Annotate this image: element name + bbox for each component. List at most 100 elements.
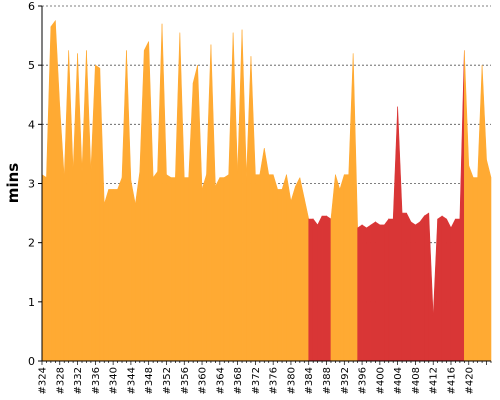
area-segment-396	[361, 224, 367, 362]
area-segment-361	[206, 44, 212, 362]
area-segment-394	[352, 53, 358, 362]
x-tick-label-420: #420	[464, 367, 475, 394]
area-segment-408	[415, 221, 421, 362]
x-tick-label-324: #324	[38, 367, 49, 394]
area-segment-388	[326, 215, 332, 362]
x-tick-label-340: #340	[109, 367, 120, 394]
area-segment-342	[121, 50, 127, 362]
area-segment-376	[272, 174, 278, 362]
y-tick-label-2: 2	[28, 237, 35, 250]
area-segment-415	[446, 218, 452, 362]
area-segment-332	[77, 53, 83, 362]
area-segment-413	[437, 215, 443, 362]
area-segment-363	[215, 177, 221, 362]
area-segment-350	[157, 23, 163, 362]
duration-area	[41, 19, 492, 362]
area-segment-326	[50, 19, 56, 362]
x-axis-ticks: #324 #328 #332 #336 #340 #344 #348 #352 #356 #360…	[38, 361, 492, 394]
x-tick-label-352: #352	[162, 367, 173, 394]
y-axis-label: mins	[4, 163, 22, 203]
area-segment-355	[179, 32, 185, 362]
area-segment-398	[370, 221, 376, 362]
area-segment-343	[126, 50, 132, 362]
area-segment-422	[477, 65, 483, 362]
area-segment-386	[317, 215, 323, 362]
area-segment-421	[472, 177, 478, 362]
x-tick-label-372: #372	[251, 367, 262, 394]
area-segment-387	[321, 215, 327, 362]
y-axis-ticks: 0 1 2 3 4 5 6	[28, 0, 42, 368]
area-segment-351	[161, 23, 167, 362]
area-segment-372	[255, 174, 261, 362]
area-segment-358	[192, 65, 198, 362]
area-segment-368	[237, 29, 243, 362]
area-segment-325	[46, 26, 52, 362]
area-segment-348	[148, 41, 154, 362]
area-segment-362	[210, 44, 216, 362]
area-segment-410	[424, 212, 430, 362]
area-segment-423	[481, 65, 487, 362]
area-segment-367	[232, 32, 238, 362]
area-segment-414	[441, 215, 447, 362]
area-segment-393	[348, 53, 354, 362]
x-tick-label-344: #344	[126, 367, 137, 394]
x-tick-label-328: #328	[55, 367, 66, 394]
x-tick-label-416: #416	[446, 367, 457, 394]
x-tick-label-384: #384	[304, 367, 315, 394]
area-segment-412	[432, 218, 438, 362]
area-segment-399	[375, 221, 381, 362]
area-segment-381	[295, 177, 301, 362]
area-segment-340	[112, 189, 118, 362]
area-segment-400	[379, 224, 385, 362]
area-segment-384	[308, 218, 314, 362]
x-tick-label-400: #400	[375, 367, 386, 394]
area-segment-373	[259, 147, 265, 362]
x-tick-label-368: #368	[233, 367, 244, 394]
area-segment-345	[135, 171, 141, 362]
area-segment-357	[188, 82, 194, 362]
area-segment-395	[357, 224, 363, 362]
y-tick-label-3: 3	[28, 178, 35, 191]
x-tick-label-388: #388	[322, 367, 333, 394]
area-segment-375	[268, 174, 274, 362]
area-segment-374	[263, 147, 270, 362]
area-segment-389	[330, 174, 336, 362]
x-tick-label-392: #392	[340, 367, 351, 394]
area-segment-324	[41, 174, 47, 362]
area-segment-416	[450, 218, 456, 362]
x-tick-label-412: #412	[429, 367, 440, 394]
x-tick-label-336: #336	[91, 367, 102, 394]
area-segment-424	[486, 159, 492, 362]
area-segment-392	[343, 174, 350, 362]
x-tick-label-360: #360	[198, 367, 209, 394]
y-tick-label-5: 5	[28, 59, 35, 72]
area-segment-331	[72, 53, 78, 362]
area-segment-341	[117, 177, 123, 362]
area-segment-339	[108, 189, 114, 362]
x-tick-label-332: #332	[73, 367, 84, 394]
area-segment-347	[143, 41, 149, 362]
x-tick-label-348: #348	[144, 367, 155, 394]
area-segment-352	[166, 174, 172, 362]
area-segment-359	[197, 65, 203, 362]
area-segment-377	[277, 189, 283, 362]
x-tick-label-364: #364	[215, 367, 226, 394]
area-segment-379	[286, 174, 292, 362]
area-segment-333	[81, 50, 87, 362]
area-segment-360	[201, 174, 207, 362]
area-segment-404	[397, 106, 403, 362]
area-segment-390	[335, 174, 341, 362]
x-tick-label-404: #404	[393, 367, 404, 394]
area-segment-369	[241, 29, 247, 362]
area-segment-383	[303, 198, 310, 362]
y-tick-label-1: 1	[28, 296, 35, 309]
area-segment-346	[139, 50, 145, 362]
area-segment-366	[228, 32, 234, 362]
area-segment-385	[312, 218, 318, 362]
area-segment-344	[130, 180, 136, 362]
x-tick-label-380: #380	[286, 367, 297, 394]
y-tick-label-6: 6	[28, 0, 35, 13]
area-segment-391	[339, 174, 345, 362]
area-segment-371	[250, 56, 256, 362]
